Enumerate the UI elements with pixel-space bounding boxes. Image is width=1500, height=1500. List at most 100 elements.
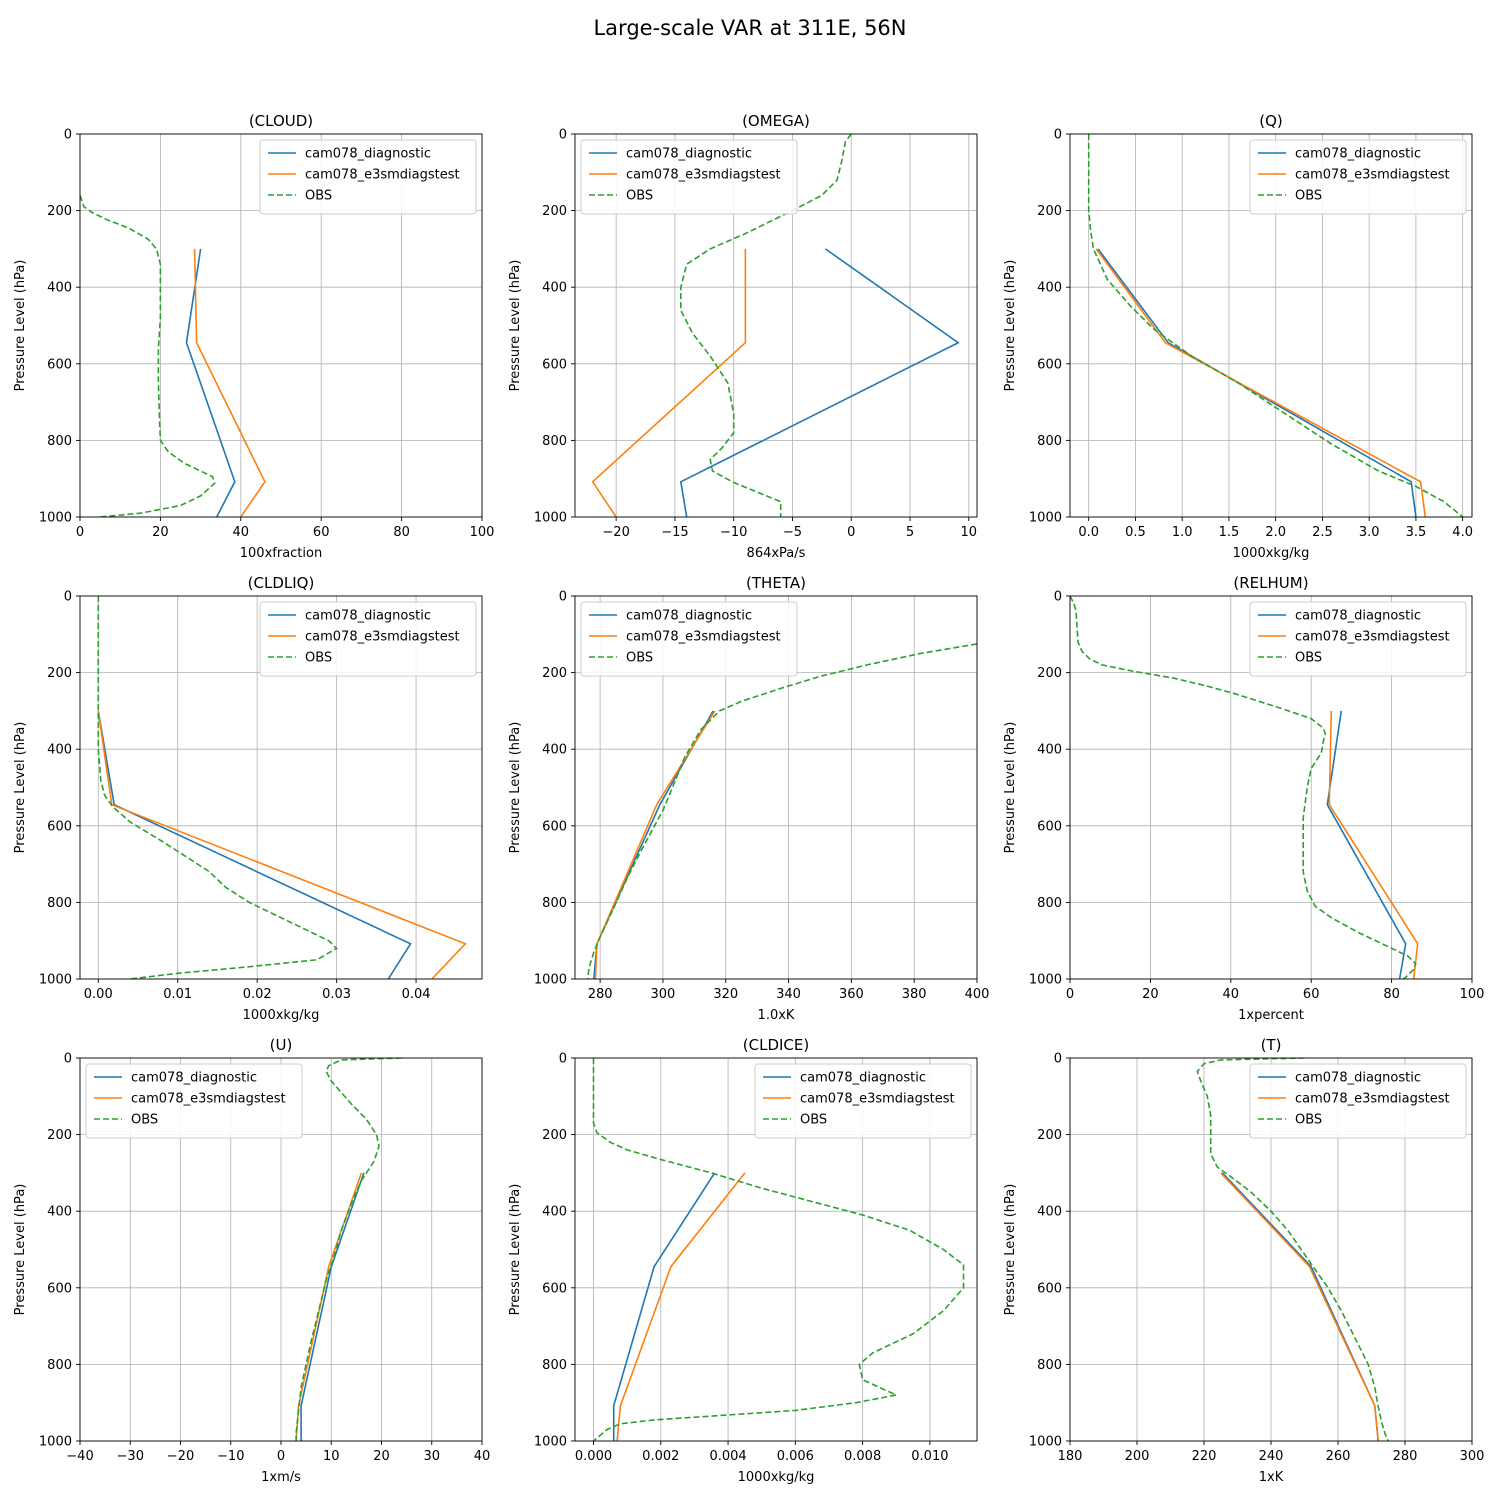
x-tick-label: 0.02: [243, 987, 272, 1002]
x-tick-label: 40: [233, 525, 250, 540]
x-tick-label: 2.0: [1265, 525, 1286, 540]
subplot-4: 0.00 0.01 0.02 0.03 0.04 0 200 400 600 800 1000 (CL…: [13, 574, 483, 1023]
y-tick-label: 0: [559, 1052, 567, 1067]
y-axis-label: Pressure Level (hPa): [508, 722, 523, 854]
legend-box: [259, 139, 477, 215]
y-tick-label: 600: [47, 819, 72, 834]
y-tick-label: 600: [1037, 357, 1062, 372]
y-tick-label: 400: [1037, 1205, 1062, 1220]
subplot-title: (RELHUM): [1233, 574, 1308, 592]
x-tick-label: 240: [1259, 1449, 1284, 1464]
x-tick-label: 20: [152, 525, 169, 540]
series-line-obs: [592, 1058, 965, 1441]
series-line-obs: [586, 643, 977, 979]
y-axis-label: Pressure Level (hPa): [13, 1184, 28, 1316]
x-tick-label: 280: [1393, 1449, 1418, 1464]
y-axis-label: Pressure Level (hPa): [1003, 260, 1018, 392]
x-tick-label: 300: [651, 987, 676, 1002]
y-axis-label: Pressure Level (hPa): [13, 722, 28, 854]
x-tick-label: 0.000: [575, 1449, 612, 1464]
y-tick-label: 0: [1054, 128, 1062, 143]
subplot-9: 180 200 220 240 260 280 300 0 200 400 600 800 1000 (T…: [1003, 1036, 1484, 1485]
x-axis-label: 1xK: [1259, 1470, 1284, 1485]
y-tick-label: 800: [542, 434, 567, 449]
legend: cam078_diagnostic cam078_e3smdiagstest OBS: [1249, 139, 1467, 215]
y-tick-label: 600: [1037, 1281, 1062, 1296]
series-line-obs: [295, 1058, 402, 1441]
y-axis-label: Pressure Level (hPa): [1003, 1184, 1018, 1316]
x-tick-label: 30: [423, 1449, 440, 1464]
x-tick-label: 0.03: [322, 987, 351, 1002]
legend-label: cam078_diagnostic: [131, 1071, 257, 1086]
x-tick-label: 60: [1303, 987, 1320, 1002]
y-tick-label: 800: [1037, 434, 1062, 449]
x-tick-label: 0.010: [911, 1449, 948, 1464]
legend-label: OBS: [1295, 651, 1322, 666]
series-line-e3smdiagstest: [97, 710, 467, 979]
legend-label: cam078_e3smdiagstest: [626, 168, 781, 183]
plot-frame: [79, 133, 483, 518]
x-tick-label: 320: [713, 987, 738, 1002]
y-tick-label: 200: [47, 1128, 72, 1143]
series-line-diagnostic: [1326, 710, 1407, 979]
legend-box: [580, 601, 798, 677]
y-tick-label: 800: [47, 896, 72, 911]
legend-label: cam078_e3smdiagstest: [626, 630, 781, 645]
y-tick-label: 600: [47, 357, 72, 372]
x-tick-label: 340: [776, 987, 801, 1002]
y-tick-label: 0: [1054, 1052, 1062, 1067]
x-tick-label: 10: [323, 1449, 340, 1464]
y-tick-label: 1000: [534, 511, 567, 526]
y-tick-label: 1000: [39, 973, 72, 988]
x-tick-label: 0.006: [777, 1449, 814, 1464]
legend-label: cam078_diagnostic: [626, 147, 752, 162]
legend-box: [1249, 601, 1467, 677]
x-tick-label: 0.04: [402, 987, 431, 1002]
y-tick-label: 1000: [39, 511, 72, 526]
plot-frame: [574, 133, 978, 518]
subplot-2: −20 −15 −10 −5 0 5 10 0 200 400 600 800 1000 (OMEGA) 8…: [508, 112, 978, 561]
y-tick-label: 600: [542, 357, 567, 372]
legend-label: cam078_diagnostic: [626, 609, 752, 624]
legend-box: [1249, 1063, 1467, 1139]
x-tick-label: 100: [470, 525, 495, 540]
subplot-5: 280 300 320 340 360 380 400 0 200 400 600 800 1000 (T…: [508, 574, 989, 1023]
y-tick-label: 800: [47, 434, 72, 449]
series-line-obs: [1087, 134, 1464, 517]
x-tick-label: 60: [313, 525, 330, 540]
x-tick-label: −40: [66, 1449, 93, 1464]
y-tick-label: 1000: [39, 1435, 72, 1450]
y-tick-label: 1000: [1029, 973, 1062, 988]
y-axis-label: Pressure Level (hPa): [1003, 722, 1018, 854]
y-tick-label: 400: [1037, 743, 1062, 758]
x-axis-label: 100xfraction: [240, 546, 322, 561]
x-tick-label: 5: [906, 525, 914, 540]
y-tick-label: 800: [1037, 1358, 1062, 1373]
y-tick-label: 800: [542, 1358, 567, 1373]
series-line-e3smdiagstest: [616, 1172, 746, 1441]
x-tick-label: 2.5: [1312, 525, 1333, 540]
series-line-diagnostic: [97, 710, 412, 979]
legend-box: [754, 1063, 972, 1139]
series-line-diagnostic: [1097, 248, 1417, 517]
y-tick-label: 200: [542, 1128, 567, 1143]
y-tick-label: 1000: [1029, 1435, 1062, 1450]
series-line-diagnostic: [612, 1172, 716, 1441]
legend-label: cam078_diagnostic: [800, 1071, 926, 1086]
subplot-title: (THETA): [746, 574, 806, 592]
legend-label: cam078_diagnostic: [305, 609, 431, 624]
legend-label: cam078_e3smdiagstest: [305, 168, 460, 183]
x-tick-label: 0.01: [163, 987, 192, 1002]
x-tick-label: −10: [720, 525, 747, 540]
x-tick-label: −20: [167, 1449, 194, 1464]
plot-frame: [1069, 595, 1473, 980]
series-line-diagnostic: [185, 248, 236, 517]
x-tick-label: 80: [393, 525, 410, 540]
legend-label: cam078_diagnostic: [1295, 609, 1421, 624]
y-tick-label: 0: [559, 590, 567, 605]
series-line-e3smdiagstest: [591, 248, 747, 517]
legend-label: cam078_e3smdiagstest: [1295, 168, 1450, 183]
legend: cam078_diagnostic cam078_e3smdiagstest OBS: [259, 601, 477, 677]
y-tick-label: 400: [47, 1205, 72, 1220]
